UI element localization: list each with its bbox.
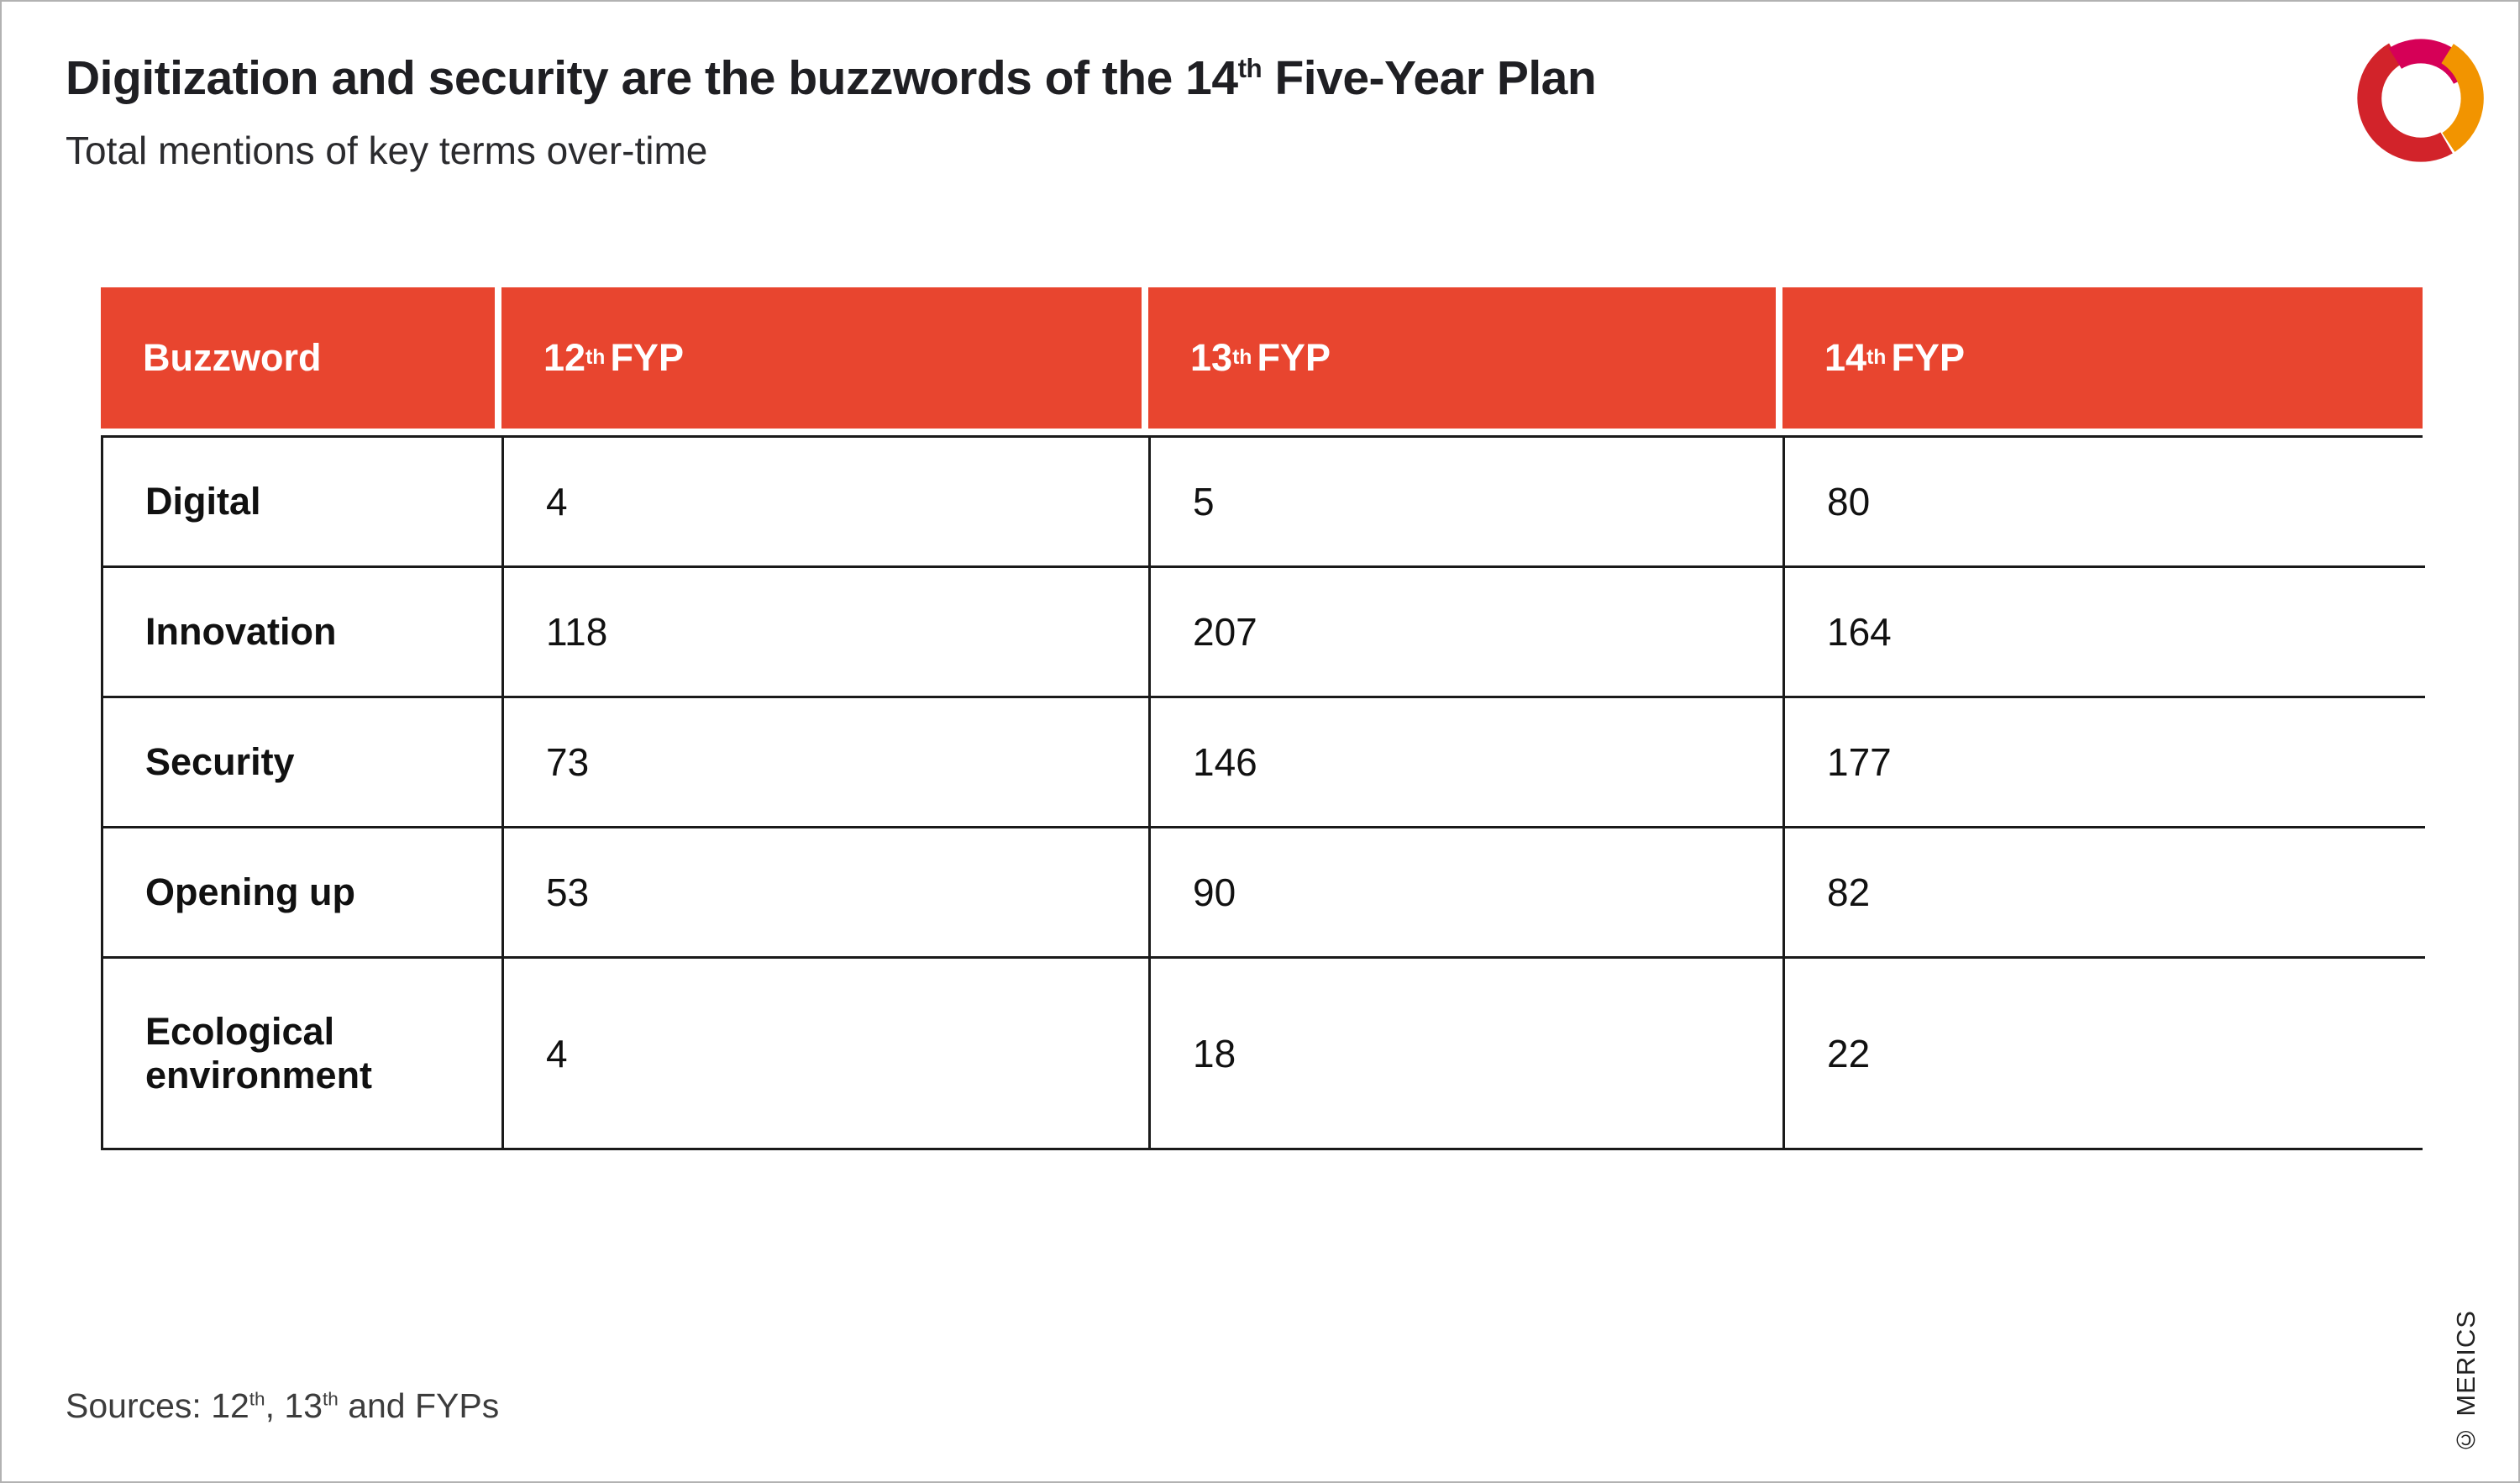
row-innovation-12fyp: 118 (504, 568, 1151, 698)
row-innovation-14fyp: 164 (1785, 568, 2425, 698)
sources-note: Sources: 12th, 13th and FYPs (66, 1386, 499, 1426)
row-digital-13fyp: 5 (1151, 438, 1785, 568)
header-14-label: FYP (1891, 336, 1965, 379)
sources-sup-13: th (323, 1388, 339, 1410)
table-body: Digital 4 5 80 Innovation 118 207 164 Se… (101, 435, 2425, 1150)
row-opening-up-label: Opening up (103, 828, 504, 959)
row-digital-14fyp: 80 (1785, 438, 2425, 568)
page-subtitle: Total mentions of key terms over-time (66, 129, 708, 172)
row-innovation-label: Innovation (103, 568, 504, 698)
row-ecological-environment-14fyp: 22 (1785, 959, 2425, 1148)
row-ecological-environment-label: Ecological environment (103, 959, 504, 1148)
row-opening-up-12fyp: 53 (504, 828, 1151, 959)
row-ecological-environment-13fyp: 18 (1151, 959, 1785, 1148)
title-text-tail: Five-Year Plan (1262, 51, 1597, 105)
row-security-13fyp: 146 (1151, 698, 1785, 828)
page-title: Digitization and security are the buzzwo… (66, 50, 1597, 106)
row-digital-label: Digital (103, 438, 504, 568)
row-security-label: Security (103, 698, 504, 828)
row-security-12fyp: 73 (504, 698, 1151, 828)
sources-text: Sources: 12 (66, 1386, 249, 1425)
row-digital-12fyp: 4 (504, 438, 1151, 568)
header-13-label: FYP (1257, 336, 1331, 379)
header-13-num: 13 (1190, 336, 1233, 379)
row-ecological-environment-12fyp: 4 (504, 959, 1151, 1148)
sources-sup-12: th (249, 1388, 265, 1410)
header-12-num: 12 (543, 336, 586, 379)
copyright-note: © MERICS (2451, 1309, 2481, 1454)
title-superscript: th (1237, 54, 1263, 83)
sources-text-mid: , 13 (265, 1386, 323, 1425)
row-opening-up-14fyp: 82 (1785, 828, 2425, 959)
header-14-num: 14 (1824, 336, 1867, 379)
row-opening-up-13fyp: 90 (1151, 828, 1785, 959)
row-security-14fyp: 177 (1785, 698, 2425, 828)
header-cell-buzzword: Buzzword (101, 287, 501, 429)
header-12-label: FYP (610, 336, 684, 379)
merics-logo-icon (2355, 34, 2485, 163)
row-innovation-13fyp: 207 (1151, 568, 1785, 698)
sources-text-tail: and FYPs (338, 1386, 500, 1425)
title-text: Digitization and security are the buzzwo… (66, 51, 1238, 105)
